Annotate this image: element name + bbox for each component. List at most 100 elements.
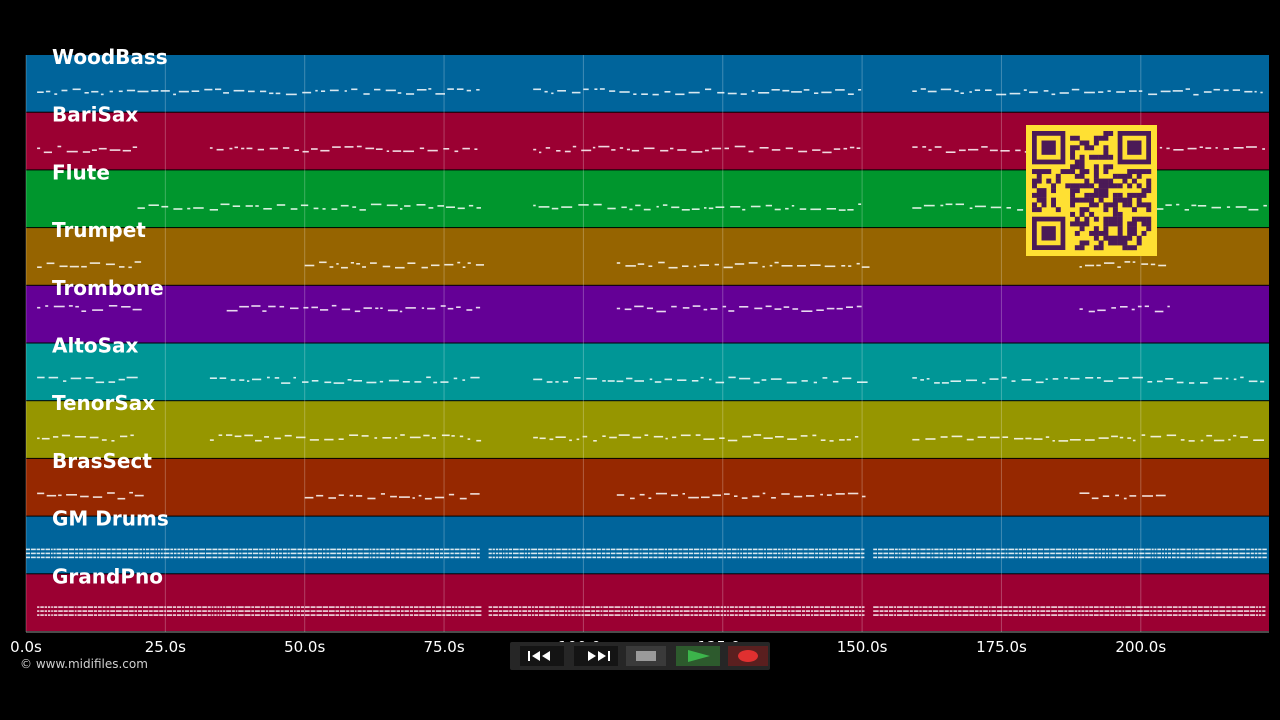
note [1068, 610, 1074, 612]
note [1097, 309, 1106, 312]
note [341, 556, 347, 559]
note [232, 606, 235, 608]
note [287, 552, 290, 555]
note [1199, 146, 1203, 148]
note [177, 548, 181, 551]
note [109, 90, 113, 93]
note [584, 610, 591, 612]
note [329, 614, 335, 616]
note [97, 556, 100, 559]
note [317, 552, 323, 555]
note [596, 606, 600, 608]
note [68, 305, 73, 307]
note [40, 606, 44, 608]
note [347, 379, 352, 381]
note [260, 606, 265, 608]
note [577, 556, 581, 559]
stop-button[interactable] [624, 644, 668, 668]
note [111, 556, 116, 559]
note [53, 610, 58, 612]
note [975, 556, 982, 559]
time-tick-label: 25.0s [145, 638, 186, 656]
track-label: TenorSax [52, 391, 155, 415]
note [988, 606, 991, 608]
note [551, 92, 554, 95]
note [372, 552, 376, 555]
note [1172, 606, 1178, 608]
note [678, 552, 683, 555]
note [1027, 606, 1032, 608]
note [440, 305, 446, 307]
note [193, 548, 199, 551]
note [120, 435, 128, 438]
note [879, 610, 884, 612]
note [357, 610, 362, 612]
note [262, 310, 267, 312]
note [894, 614, 897, 616]
time-tick-label: 0.0s [10, 638, 42, 656]
note [1143, 606, 1150, 608]
note [335, 610, 340, 612]
note [151, 90, 159, 92]
fast-forward-button[interactable] [572, 644, 620, 668]
note [301, 606, 304, 608]
play-button[interactable] [674, 644, 722, 668]
note [304, 606, 310, 608]
note [524, 556, 527, 559]
note [819, 606, 825, 608]
note [181, 548, 185, 551]
note [826, 307, 835, 310]
note [843, 552, 848, 555]
note [629, 552, 633, 555]
note [1172, 614, 1178, 616]
note [781, 493, 790, 495]
note [51, 606, 53, 608]
note [879, 614, 884, 616]
note [297, 552, 302, 555]
note [297, 556, 302, 559]
note [189, 548, 193, 551]
rewind-button[interactable] [518, 644, 566, 668]
note [553, 548, 556, 551]
note [626, 377, 633, 380]
note [40, 552, 45, 555]
note [568, 556, 571, 559]
note [97, 552, 100, 555]
record-button[interactable] [726, 644, 770, 668]
note [544, 606, 550, 608]
note [810, 208, 821, 211]
note [572, 145, 577, 148]
note [704, 552, 707, 555]
note [1064, 606, 1068, 608]
note [53, 606, 58, 608]
note [369, 552, 372, 555]
note [996, 610, 1003, 612]
note [718, 556, 723, 559]
note [763, 556, 766, 559]
note [437, 205, 444, 207]
note [813, 381, 817, 384]
note [282, 552, 287, 555]
note [422, 556, 425, 559]
note [873, 610, 879, 612]
note [462, 379, 466, 381]
note [1231, 610, 1237, 612]
note [575, 610, 578, 612]
note [232, 610, 235, 612]
note [534, 606, 539, 608]
note [184, 606, 190, 608]
note [1180, 439, 1185, 441]
note [77, 606, 82, 608]
note [531, 552, 537, 555]
note [947, 556, 954, 559]
note [792, 308, 799, 310]
note [1153, 208, 1164, 210]
note [771, 497, 776, 499]
note [1096, 264, 1101, 267]
note [989, 378, 999, 380]
note [176, 606, 182, 608]
note [826, 208, 836, 210]
note [290, 307, 299, 310]
note [1254, 552, 1258, 555]
note [673, 556, 678, 559]
